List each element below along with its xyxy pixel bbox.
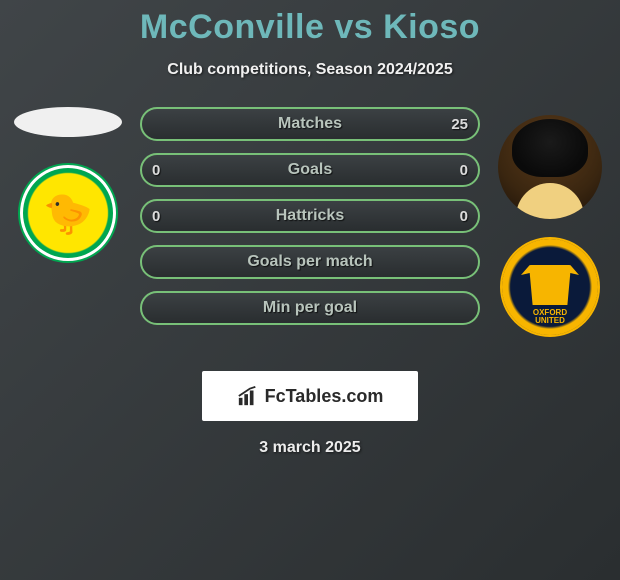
stat-row-goals: 0 Goals 0	[140, 153, 480, 187]
club-badge-norwich	[20, 165, 116, 261]
stat-label: Goals per match	[247, 253, 372, 271]
bar-chart-icon	[237, 385, 259, 407]
branding-box[interactable]: FcTables.com	[202, 371, 418, 421]
comparison-area: Matches 25 0 Goals 0 0 Hattricks 0 Goals…	[0, 107, 620, 367]
stat-right-value: 25	[451, 116, 468, 133]
stat-label: Goals	[288, 161, 332, 179]
stat-row-min-per-goal: Min per goal	[140, 291, 480, 325]
club-badge-oxford	[502, 239, 598, 335]
stat-label: Matches	[278, 115, 342, 133]
stat-row-goals-per-match: Goals per match	[140, 245, 480, 279]
stat-row-matches: Matches 25	[140, 107, 480, 141]
left-player-column	[8, 107, 128, 261]
stat-right-value: 0	[460, 162, 468, 179]
player-photo-right	[498, 115, 602, 219]
stat-label: Min per goal	[263, 299, 357, 317]
stat-rows: Matches 25 0 Goals 0 0 Hattricks 0 Goals…	[140, 107, 480, 325]
stat-right-value: 0	[460, 208, 468, 225]
date-label: 3 march 2025	[0, 439, 620, 457]
right-player-column	[490, 115, 610, 335]
subtitle: Club competitions, Season 2024/2025	[0, 61, 620, 79]
stat-left-value: 0	[152, 162, 160, 179]
page-title: McConville vs Kioso	[0, 0, 620, 47]
branding-label: FcTables.com	[265, 386, 384, 407]
stat-left-value: 0	[152, 208, 160, 225]
player-photo-placeholder-left	[14, 107, 122, 137]
stat-label: Hattricks	[276, 207, 344, 225]
stat-row-hattricks: 0 Hattricks 0	[140, 199, 480, 233]
